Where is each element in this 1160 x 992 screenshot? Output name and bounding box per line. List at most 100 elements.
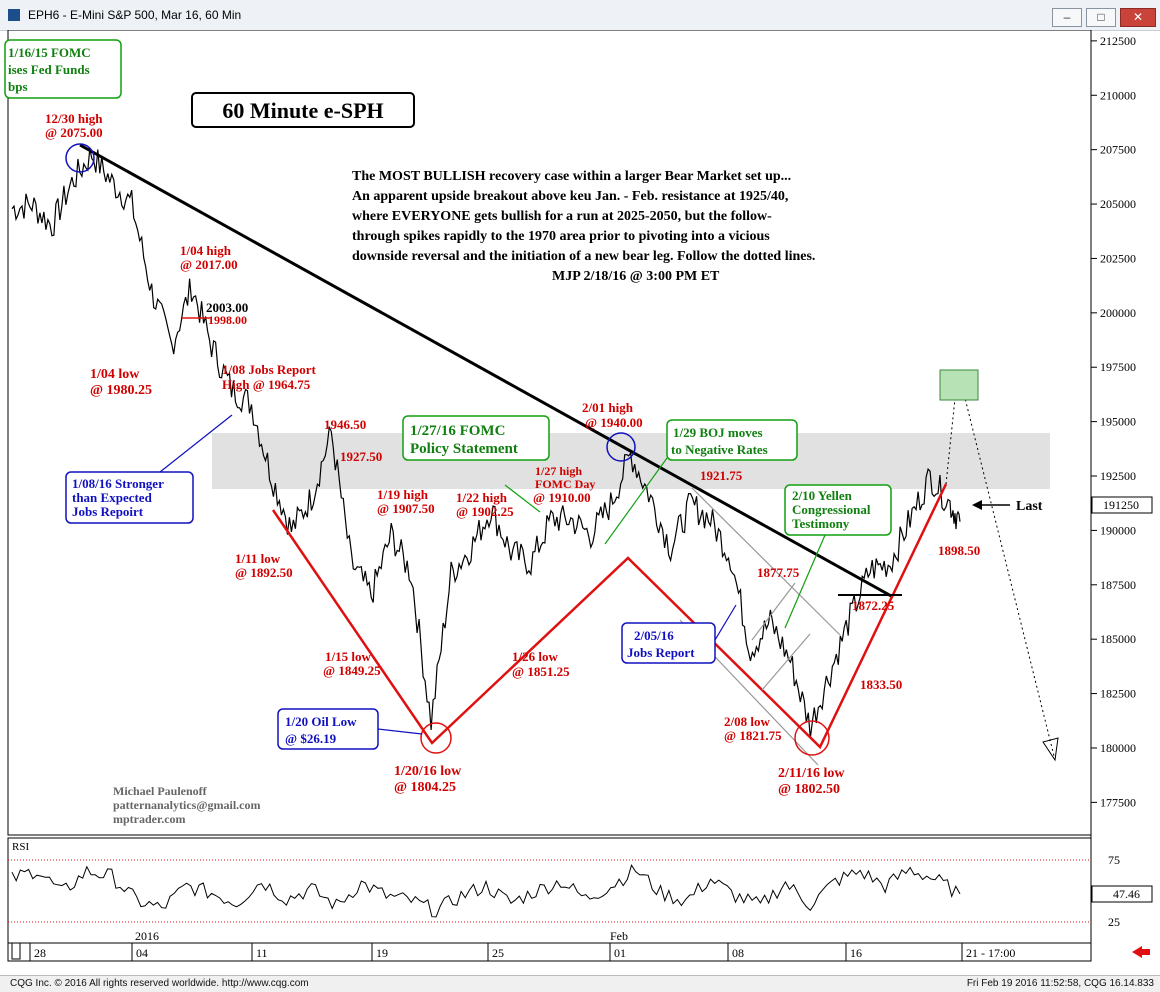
chart-title-box [191,92,415,128]
status-copyright: CQG Inc. © 2016 All rights reserved worl… [10,978,309,989]
stronger-0108-line-2: than Expected [72,490,153,505]
oil-0120-pointer [377,728,423,735]
status-bar: CQG Inc. © 2016 All rights reserved worl… [0,975,1160,992]
rsi-level-25: 25 [1108,915,1120,929]
maximize-button[interactable]: □ [1086,8,1116,27]
month-label: 2016 [135,929,159,943]
oil-0120-line-2: @ $26.19 [285,731,337,746]
fomc-0127-line-2: Policy Statement [410,441,518,457]
commentary-line-4: through spikes rapidly to the 1970 area … [352,229,770,244]
fomc-1216-line-3: bps [8,79,28,94]
y-tick-label: 210000 [1100,88,1136,102]
jobs-0108-line-2: High @ 1964.75 [222,377,311,392]
boj-0129-box [666,419,798,461]
x-axis-strip [7,942,1092,962]
high-0122-line-1: 1/22 high [456,490,508,505]
commentary-line-5: downside reversal and the initiation of … [352,249,815,264]
low-0115-line-1: 1/15 low [325,649,371,664]
fomc-0127-pointer [504,484,541,513]
high-0122-line-2: @ 1902.25 [456,504,514,519]
x-tick-label: 08 [732,946,744,960]
commentary-line-1: The MOST BULLISH recovery case within a … [352,169,791,184]
x-tick-label: 28 [34,946,46,960]
level-1998: 1998.00 [208,313,247,327]
stronger-0108-box [65,471,194,524]
x-tick-label: 04 [136,946,148,960]
high-0119-line-2: @ 1907.50 [377,501,435,516]
high-0119-line-1: 1/19 high [377,487,429,502]
scroll-right-icon[interactable] [1132,946,1142,958]
level-1946: 1946.50 [324,417,366,432]
y-tick-label: 205000 [1100,197,1136,211]
rsi-series-line [11,864,961,918]
boj-0129-pointer [604,457,668,545]
app-icon [8,9,20,21]
scroll-handle[interactable] [11,942,21,960]
last-price-box [1091,496,1153,514]
level-2003: 2003.00 [206,300,248,315]
last-label: Last [1016,499,1043,514]
rsi-last-label: 47.46 [1113,887,1140,901]
x-axis-ticks: 28 04 11 19 25 01 08 16 21 - 17:00 2016 Feb [29,929,1015,961]
fomc-1216-line-1: 1/16/15 FOMC [8,45,91,60]
low-0120-line-2: @ 1804.25 [394,780,456,795]
low-0104-line-1: 1/04 low [90,367,140,382]
jobs-0205-box [621,622,716,664]
yellen-0210-line-3: Testimony [792,516,850,531]
commentary-line-2: An apparent upside breakout above keu Ja… [352,189,788,204]
x-tick-label: 21 - 17:00 [966,946,1015,960]
scroll-right-icon-tail[interactable] [1140,949,1150,955]
y-tick-label: 190000 [1100,523,1136,537]
stronger-0108-pointer [159,414,233,473]
rsi-label: RSI [12,841,29,853]
high-0201-line-2: @ 1940.00 [585,415,643,430]
status-timestamp: Fri Feb 19 2016 11:52:58, CQG 16.14.833 [966,978,1154,989]
rsi-last-box [1091,885,1153,903]
low-0115-line-2: @ 1849.25 [323,663,381,678]
x-tick-label: 11 [256,946,268,960]
price-chart[interactable]: 2125002100002075002050002025002000001975… [0,30,1160,975]
high-1230-line-1: 12/30 high [45,111,103,126]
high-1230-circle [65,143,95,173]
level-1927: 1927.50 [340,449,382,464]
low-0208-line-1: 2/08 low [724,714,770,729]
x-tick-label: 25 [492,946,504,960]
last-price-label: 191250 [1103,498,1139,512]
credit-site: mptrader.com [113,812,186,826]
y-tick-label: 180000 [1100,741,1136,755]
low-0126-line-1: 1/26 low [512,649,558,664]
high-0201-circle [606,432,636,462]
major-downtrend-line [79,143,894,599]
y-tick-label: 202500 [1100,251,1136,265]
red-pattern-line [271,483,948,750]
level-1833: 1833.50 [860,677,902,692]
low-0104-line-2: @ 1980.25 [90,383,152,398]
credit-name: Michael Paulenoff [113,784,208,798]
title-bar: EPH6 - E-Mini S&P 500, Mar 16, 60 Min – … [0,0,1160,31]
y-tick-label: 192500 [1100,469,1136,483]
y-tick-label: 185000 [1100,632,1136,646]
boj-0129-line-1: 1/29 BOJ moves [673,425,763,440]
y-tick-label: 200000 [1100,306,1136,320]
minimize-button[interactable]: – [1052,8,1082,27]
fomc-0127-box [402,415,550,461]
y-tick-label: 187500 [1100,578,1136,592]
oil-0120-line-1: 1/20 Oil Low [285,714,357,729]
high-0127-line-2: FOMC Day [535,477,595,491]
low-0211-line-1: 2/11/16 low [778,766,845,781]
close-button[interactable]: ✕ [1120,8,1156,27]
y-tick-label: 207500 [1100,143,1136,157]
falling-channel [679,487,841,766]
high-0201-line-1: 2/01 high [582,400,634,415]
y-tick-label: 177500 [1100,795,1136,809]
high-0127-line-3: @ 1910.00 [533,490,591,505]
low-0208-line-2: @ 1821.75 [724,728,782,743]
jobs-0205-line-1: 2/05/16 [634,628,674,643]
fomc-0127-line-1: 1/27/16 FOMC [410,423,505,439]
commentary-line-3: where EVERYONE gets bullish for a run at… [352,209,772,224]
level-1877: 1877.75 [757,565,800,580]
rsi-plot-frame [7,837,1092,944]
yellen-0210-pointer [784,534,826,629]
high-0104-line-2: @ 2017.00 [180,257,238,272]
